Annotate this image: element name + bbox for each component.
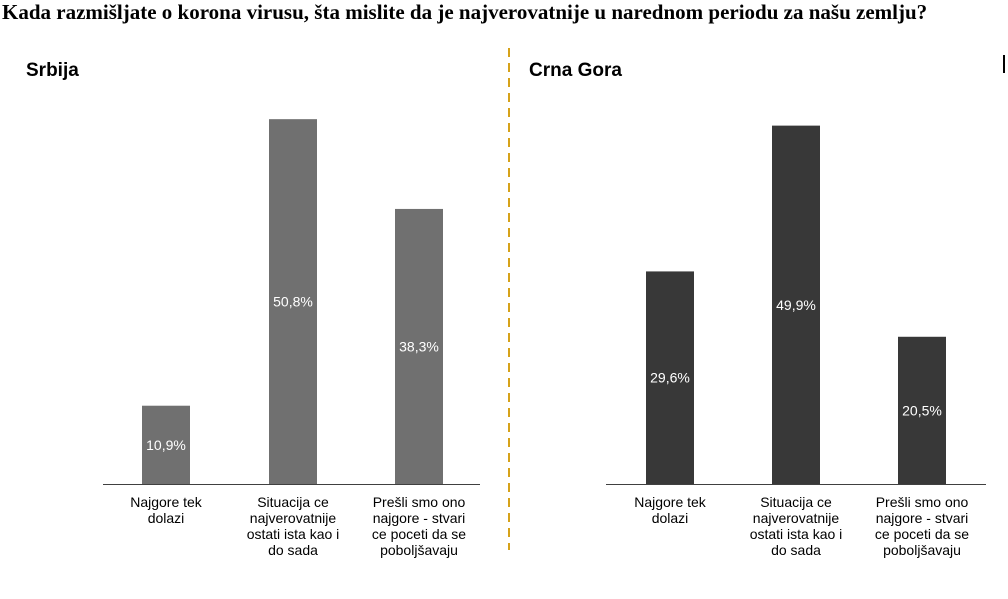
data-label-crna-gora-1: 49,9% <box>776 297 816 313</box>
panel-title-srbija: Srbija <box>26 60 79 81</box>
chart-panel-crna-gora: 29,6% Najgore tek dolazi 49,9% Situacija ce n… <box>606 125 986 558</box>
bar-crna-gora-1 <box>772 125 820 485</box>
category-label-srbija-1: Situacija ce najverovatnije ostati ista ka… <box>247 494 340 558</box>
bar-crna-gora-2 <box>898 336 946 484</box>
category-label-srbija-0: Najgore tek dolazi <box>130 494 203 526</box>
chart-panel-srbija: 10,9% Najgore tek dolazi 50,8% Situacija ce n… <box>103 119 480 558</box>
bar-crna-gora-0 <box>646 271 694 484</box>
chart-question-title: Kada razmišljate o korona virusu, šta mi… <box>2 0 928 24</box>
bar-srbija-1 <box>269 119 317 484</box>
category-label-crna-gora-0: Najgore tek dolazi <box>634 494 707 526</box>
data-label-srbija-1: 50,8% <box>273 294 313 310</box>
data-label-srbija-0: 10,9% <box>146 437 186 453</box>
edge-marker <box>1003 55 1005 73</box>
data-label-crna-gora-0: 29,6% <box>650 370 690 386</box>
category-label-crna-gora-1: Situacija ce najverovatnije ostati ista ka… <box>750 494 843 558</box>
panel-title-crna-gora: Crna Gora <box>529 60 622 81</box>
data-label-srbija-2: 38,3% <box>399 338 439 354</box>
category-label-crna-gora-2: Prešli smo ono najgore - stvari ce poceti … <box>875 494 969 558</box>
bar-srbija-0 <box>142 405 190 484</box>
bar-srbija-2 <box>395 208 443 484</box>
data-label-crna-gora-2: 20,5% <box>902 402 942 418</box>
category-label-srbija-2: Prešli smo ono najgore - stvari ce poceti … <box>372 494 466 558</box>
